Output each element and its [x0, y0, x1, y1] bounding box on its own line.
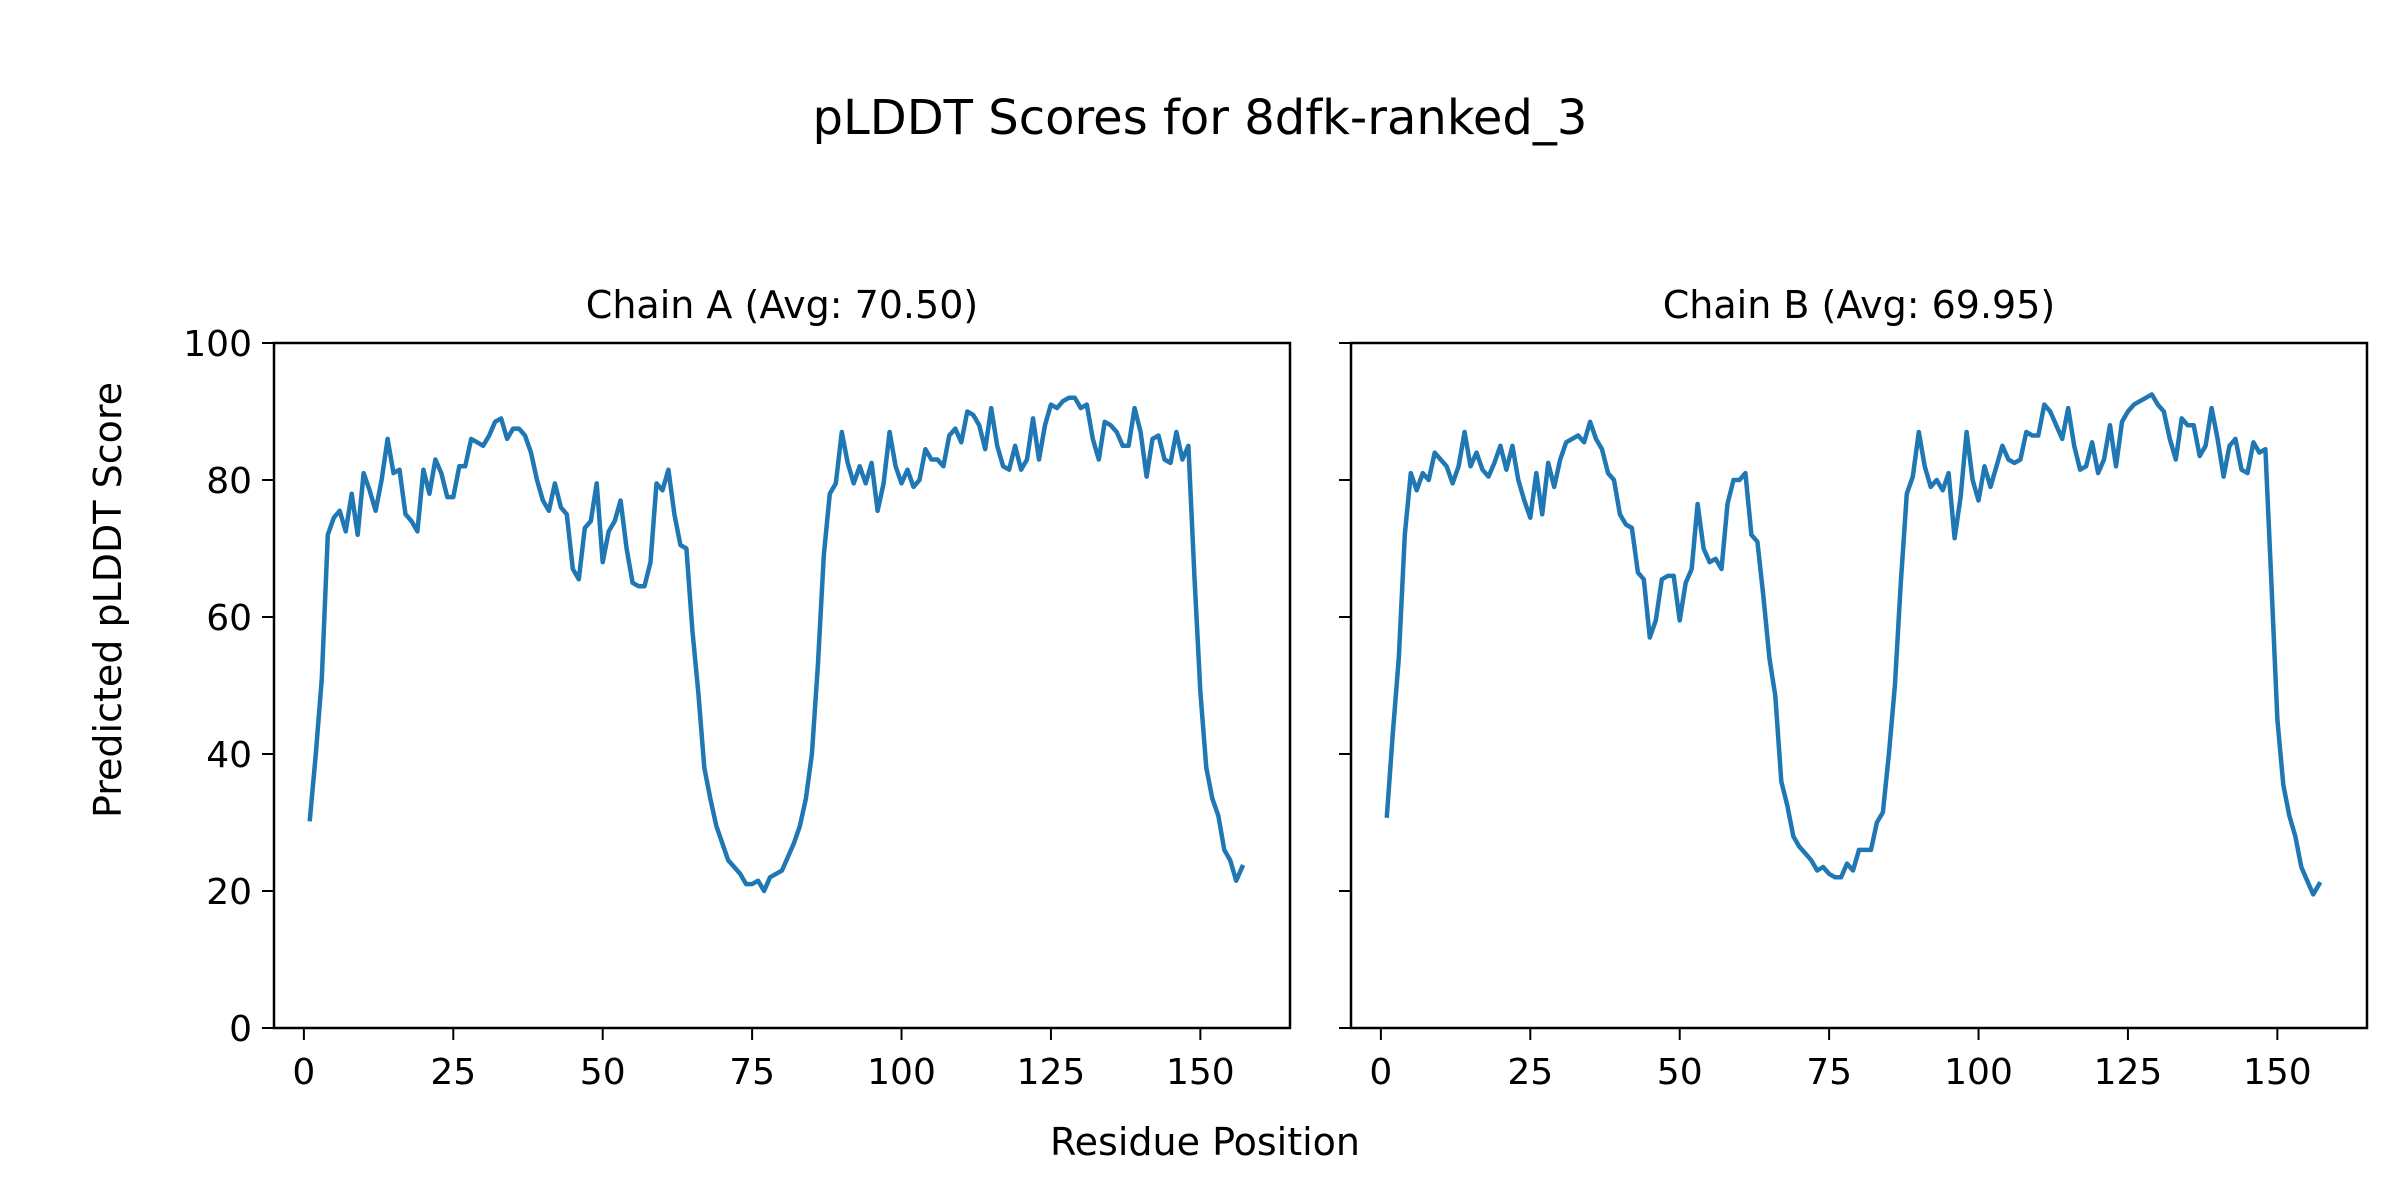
x-tick-label: 125: [1017, 1052, 1086, 1093]
y-tick-label: 60: [206, 598, 252, 639]
x-axis-label: Residue Position: [1049, 1120, 1361, 1164]
panel-title: Chain B (Avg: 69.95): [1663, 283, 2055, 327]
x-tick-label: 25: [1507, 1052, 1553, 1093]
x-tick-label: 100: [867, 1052, 936, 1093]
y-tick-label: 100: [183, 324, 252, 365]
panel-title: Chain A (Avg: 70.50): [586, 283, 978, 327]
y-tick-label: 0: [229, 1009, 252, 1050]
axes-frame: [1349, 341, 2369, 1030]
x-tick-label: 150: [1166, 1052, 1235, 1093]
y-tick-label: 80: [206, 461, 252, 502]
x-tick-label: 75: [1806, 1052, 1852, 1093]
plddt-line: [1384, 392, 2323, 897]
x-tick-label: 75: [729, 1052, 775, 1093]
panel-chain-b: Chain B (Avg: 69.95) 0 25 50 75 100 125 150: [1339, 283, 2369, 1093]
panel-chain-a: Chain A (Avg: 70.50) 0 25 50 75 100 125 150 0 20 4…: [183, 283, 1292, 1093]
x-tick-label: 25: [430, 1052, 476, 1093]
x-tick-label: 0: [1369, 1052, 1392, 1093]
axes-frame: [272, 341, 1292, 1030]
x-tick-label: 0: [292, 1052, 315, 1093]
x-tick-label: 50: [1657, 1052, 1703, 1093]
x-tick-label: 125: [2094, 1052, 2163, 1093]
figure-title: pLDDT Scores for 8dfk-ranked_3: [812, 90, 1588, 146]
x-tick-label: 150: [2243, 1052, 2312, 1093]
x-tick-label: 100: [1944, 1052, 2013, 1093]
plddt-line: [307, 395, 1246, 894]
y-tick-label: 20: [206, 872, 252, 913]
y-tick-label: 40: [206, 735, 252, 776]
x-tick-label: 50: [580, 1052, 626, 1093]
